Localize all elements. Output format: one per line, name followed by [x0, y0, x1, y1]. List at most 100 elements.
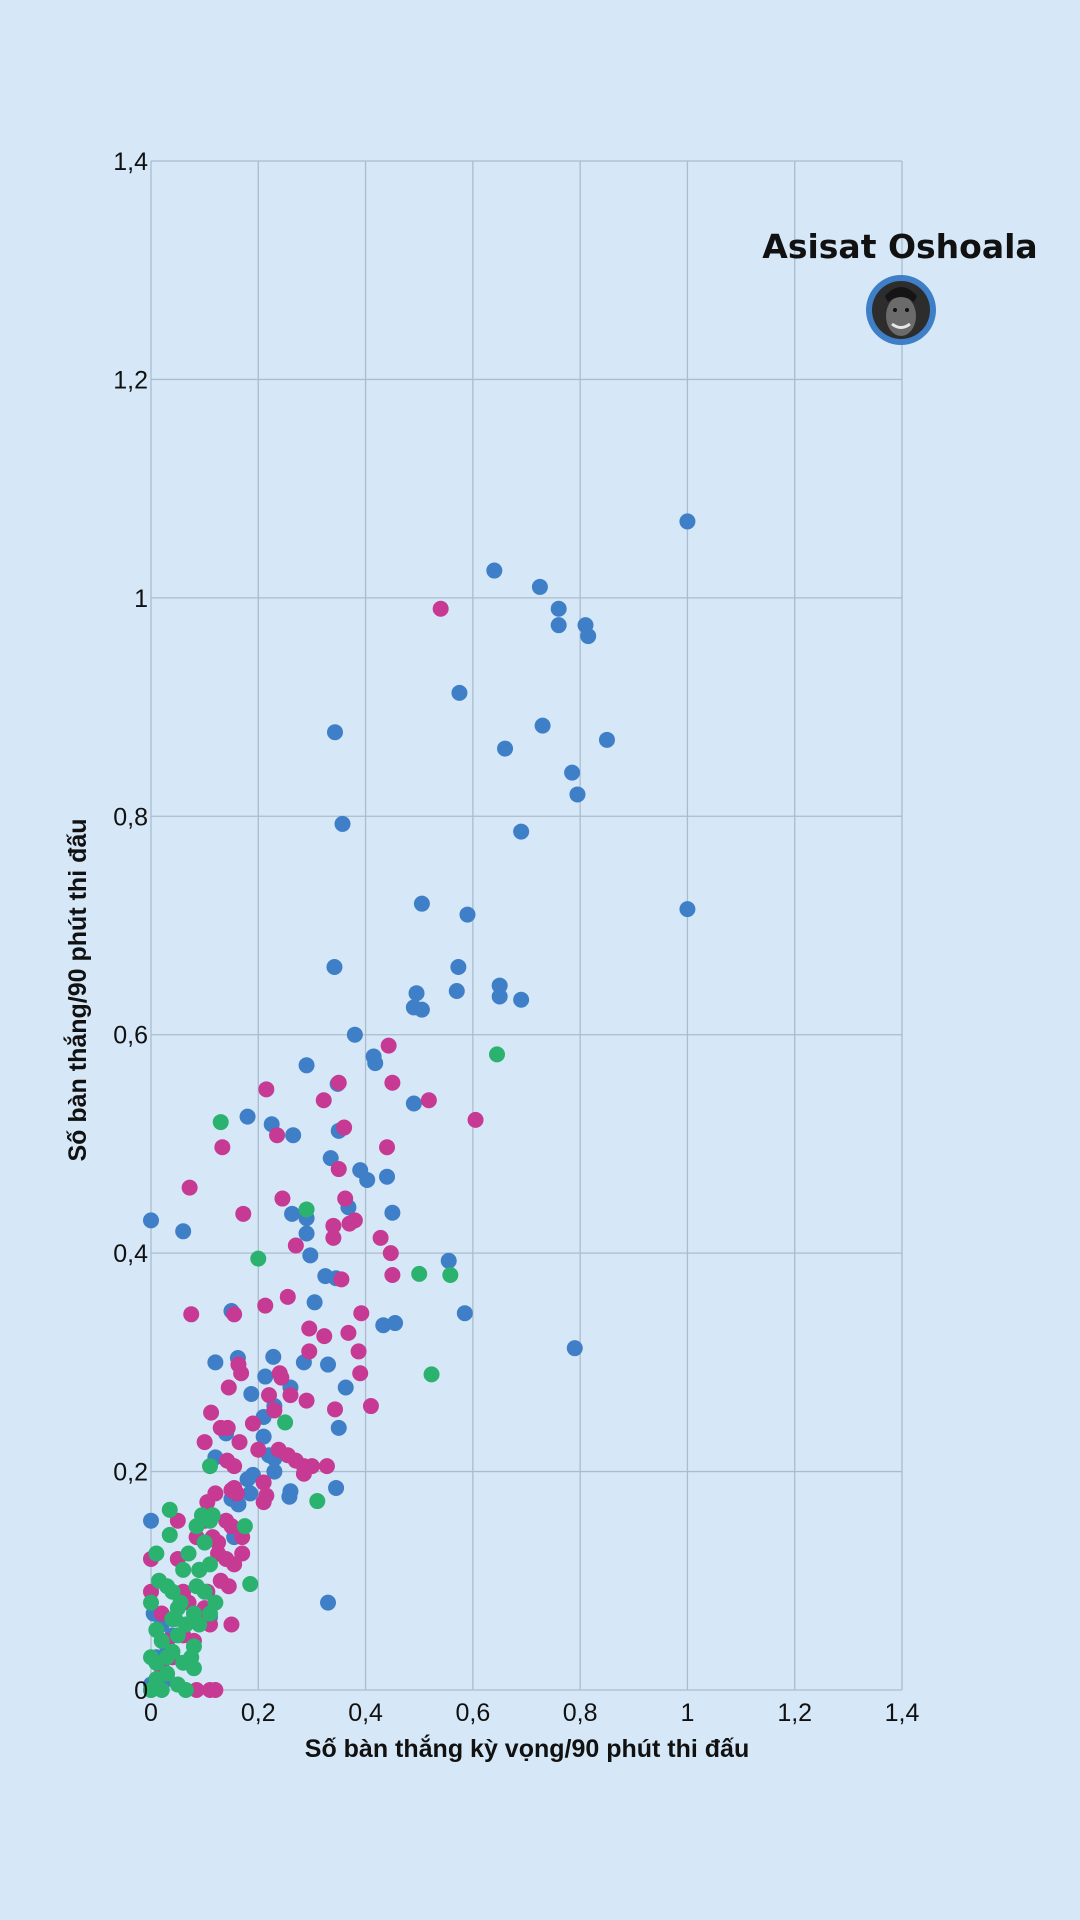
data-point [408, 985, 425, 1002]
data-point [334, 815, 351, 832]
data-point [239, 1471, 256, 1488]
annotation-label: Asisat Oshoala [762, 227, 1037, 266]
data-point [266, 1402, 283, 1419]
data-point [172, 1594, 189, 1611]
data-point [580, 628, 597, 645]
data-point [235, 1205, 252, 1222]
data-point [234, 1545, 251, 1562]
data-point [202, 1605, 219, 1622]
x-tick-label: 0,2 [241, 1699, 276, 1727]
data-point [306, 1294, 323, 1311]
data-point [295, 1465, 312, 1482]
data-point [322, 1150, 339, 1167]
player-annotation: Asisat Oshoala [762, 227, 1038, 345]
data-point [432, 600, 449, 617]
data-point [183, 1306, 200, 1323]
data-point [228, 1485, 245, 1502]
data-point [169, 1512, 186, 1529]
data-point [242, 1485, 259, 1502]
data-point [326, 1401, 343, 1418]
data-point [330, 1074, 347, 1091]
data-point [226, 1458, 243, 1475]
data-point [330, 1419, 347, 1436]
y-tick-label: 1 [134, 585, 148, 613]
data-point [440, 1252, 457, 1269]
data-point [255, 1474, 272, 1491]
data-point [159, 1649, 176, 1666]
data-point [380, 1037, 397, 1054]
data-point [413, 1001, 430, 1018]
data-point [497, 740, 514, 757]
data-point [598, 731, 615, 748]
data-point [534, 717, 551, 734]
data-point [362, 1398, 379, 1415]
data-point [244, 1415, 261, 1432]
chart-gridlines [150, 160, 903, 1691]
data-point [411, 1265, 428, 1282]
y-tick-label: 0,2 [113, 1459, 148, 1487]
data-point [180, 1545, 197, 1562]
data-point [207, 1682, 224, 1698]
chart-points [143, 513, 696, 1698]
data-point [281, 1488, 298, 1505]
data-point [223, 1616, 240, 1633]
data-point [302, 1247, 319, 1264]
data-point [301, 1343, 318, 1360]
data-point [257, 1368, 274, 1385]
data-point [379, 1139, 396, 1156]
data-point [188, 1518, 205, 1535]
data-point [372, 1229, 389, 1246]
data-point [177, 1682, 194, 1698]
data-point [269, 1127, 286, 1144]
data-point [325, 1229, 342, 1246]
data-point [257, 1297, 274, 1314]
data-point [274, 1190, 291, 1207]
data-point [185, 1660, 202, 1677]
data-point [196, 1583, 213, 1600]
data-point [337, 1379, 354, 1396]
data-point [191, 1561, 208, 1578]
data-point [382, 1245, 399, 1262]
data-point [175, 1223, 192, 1240]
data-point [405, 1095, 422, 1112]
data-point [326, 959, 343, 976]
data-point [164, 1583, 181, 1600]
data-point [219, 1419, 236, 1436]
y-tick-label: 1,4 [113, 148, 148, 176]
x-tick-label: 0 [144, 1699, 158, 1727]
data-point [265, 1348, 282, 1365]
data-point [566, 1340, 583, 1357]
data-point [153, 1682, 170, 1698]
data-point [181, 1179, 198, 1196]
data-point [491, 988, 508, 1005]
data-point [148, 1545, 165, 1562]
data-point [239, 1108, 256, 1125]
data-point [679, 513, 696, 530]
data-point [273, 1369, 290, 1386]
data-point [143, 1212, 159, 1229]
x-tick-label: 0,8 [563, 1699, 598, 1727]
data-point [459, 906, 476, 923]
data-point [346, 1212, 363, 1229]
data-point [340, 1324, 357, 1341]
data-point [236, 1518, 253, 1535]
data-point [448, 983, 465, 1000]
data-point [301, 1320, 318, 1337]
data-point [513, 823, 530, 840]
data-point [202, 1458, 219, 1475]
data-point [202, 1512, 219, 1529]
data-point [384, 1266, 401, 1283]
data-point [375, 1317, 392, 1334]
data-point [167, 1611, 184, 1628]
data-point [336, 1119, 353, 1136]
data-point [337, 1190, 354, 1207]
data-point [277, 1414, 294, 1431]
data-point [207, 1354, 224, 1371]
data-point [214, 1139, 231, 1156]
data-point [191, 1616, 208, 1633]
data-point [513, 991, 530, 1008]
data-point [255, 1494, 272, 1511]
x-tick-label: 1,4 [885, 1699, 920, 1727]
x-tick-label: 1,2 [777, 1699, 812, 1727]
data-point [318, 1458, 335, 1475]
